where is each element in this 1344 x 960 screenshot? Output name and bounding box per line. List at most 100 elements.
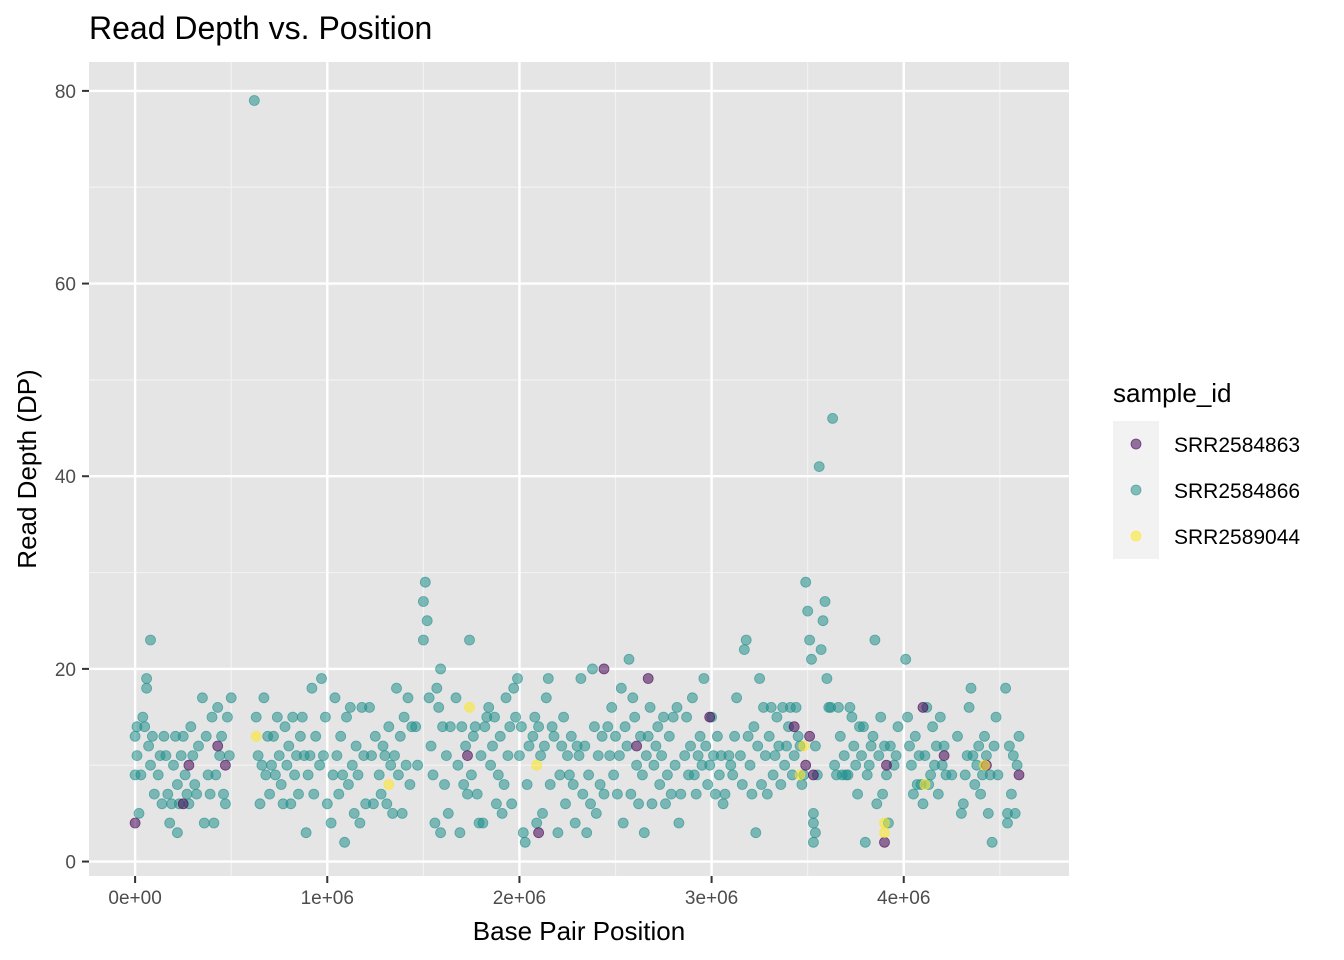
- data-point: [464, 702, 475, 713]
- data-point: [556, 740, 568, 752]
- data-point: [827, 412, 838, 424]
- data-point: [158, 730, 170, 742]
- data-point: [210, 769, 222, 781]
- data-point: [810, 740, 821, 752]
- data-point: [685, 740, 696, 752]
- data-point: [146, 730, 158, 742]
- data-point: [208, 817, 220, 829]
- data-point: [260, 769, 272, 781]
- data-point: [963, 702, 975, 713]
- data-point: [919, 750, 931, 761]
- data-point: [452, 759, 464, 771]
- data-point: [754, 673, 765, 684]
- data-point: [902, 711, 913, 723]
- data-point: [546, 721, 558, 733]
- data-point: [644, 702, 656, 713]
- data-point: [483, 702, 495, 713]
- data-point: [487, 740, 498, 752]
- data-point: [802, 605, 814, 617]
- data-point: [725, 759, 737, 771]
- data-point: [590, 808, 602, 819]
- x-tick-label: 0e+00: [108, 888, 161, 909]
- data-point: [565, 730, 577, 742]
- data-point: [423, 692, 435, 704]
- data-point: [162, 788, 174, 800]
- data-point: [884, 740, 896, 752]
- data-point: [533, 721, 544, 733]
- data-point: [321, 798, 333, 810]
- x-tick-label: 1e+06: [301, 888, 354, 909]
- data-point: [540, 692, 552, 704]
- data-point: [325, 817, 337, 829]
- data-point: [846, 711, 858, 723]
- data-point: [1011, 759, 1023, 771]
- x-tick-label: 4e+06: [877, 888, 930, 909]
- data-point: [675, 788, 687, 800]
- data-point: [592, 750, 604, 761]
- data-point: [389, 750, 400, 761]
- data-point: [479, 721, 491, 733]
- data-point: [890, 750, 902, 761]
- data-point: [833, 702, 844, 713]
- data-point: [404, 779, 416, 790]
- data-point: [485, 759, 497, 771]
- data-point: [458, 779, 470, 790]
- data-point: [694, 730, 706, 742]
- data-point: [171, 827, 183, 839]
- data-point: [275, 779, 287, 790]
- plot-panel: [89, 62, 1069, 876]
- data-point: [435, 663, 447, 675]
- data-point: [642, 673, 654, 684]
- data-point: [779, 759, 790, 771]
- data-point: [763, 730, 775, 742]
- data-point: [631, 759, 642, 771]
- data-point: [421, 615, 433, 627]
- data-point: [808, 817, 819, 829]
- data-point: [881, 769, 892, 781]
- data-point: [815, 644, 827, 655]
- y-tick-label: 20: [55, 660, 76, 681]
- data-point: [400, 759, 412, 771]
- data-point: [842, 769, 854, 781]
- data-point: [521, 779, 533, 790]
- data-point: [500, 692, 512, 704]
- data-point: [956, 808, 967, 819]
- data-point: [529, 711, 541, 723]
- data-point: [979, 759, 990, 771]
- data-point: [877, 788, 888, 800]
- data-point: [606, 702, 618, 713]
- data-point: [464, 634, 475, 646]
- data-point: [879, 817, 890, 829]
- data-point: [587, 663, 598, 675]
- chart-title: Read Depth vs. Position: [89, 10, 432, 46]
- data-point: [335, 730, 347, 742]
- data-point: [892, 721, 904, 733]
- data-point: [938, 750, 950, 761]
- data-point: [354, 817, 366, 829]
- data-point: [760, 750, 771, 761]
- data-point: [285, 798, 297, 810]
- data-point: [850, 759, 862, 771]
- data-point: [467, 730, 479, 742]
- data-point: [640, 750, 652, 761]
- data-point: [698, 673, 710, 684]
- data-point: [329, 692, 341, 704]
- data-point: [829, 759, 840, 771]
- data-point: [331, 750, 343, 761]
- data-point: [712, 730, 723, 742]
- data-point: [266, 759, 277, 771]
- data-point: [294, 730, 306, 742]
- data-point: [848, 740, 860, 752]
- data-point: [417, 596, 429, 607]
- data-point: [135, 769, 147, 781]
- data-point: [973, 740, 985, 752]
- data-point: [619, 721, 631, 733]
- data-point: [623, 653, 635, 665]
- data-point: [665, 788, 677, 800]
- data-point: [544, 779, 556, 790]
- data-point: [1004, 740, 1015, 752]
- data-point: [781, 740, 792, 752]
- data-point: [614, 750, 625, 761]
- data-point: [431, 682, 443, 694]
- y-tick-label: 60: [55, 275, 76, 296]
